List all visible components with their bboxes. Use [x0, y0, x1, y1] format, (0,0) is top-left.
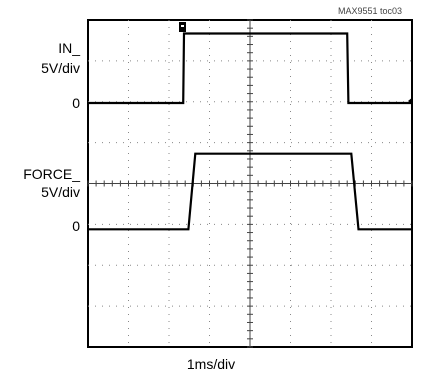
traces: [88, 32, 412, 231]
ch1-zero-label: 0: [72, 95, 80, 111]
ch2-scale: 5V/div: [41, 184, 80, 200]
time-scale-label: 1ms/div: [186, 356, 236, 372]
trigger-marker: [179, 22, 186, 32]
chart-tag: MAX9551 toc03: [338, 6, 403, 16]
trace-in: [88, 32, 412, 105]
ground-marker-icon: [408, 97, 413, 105]
ch2-label: FORCE_: [23, 166, 80, 182]
ch1-label: IN_: [58, 40, 80, 56]
trace-force: [88, 152, 412, 231]
center-axes: [87, 19, 413, 348]
ch2-zero-label: 0: [72, 218, 80, 234]
ch1-scale: 5V/div: [41, 60, 80, 76]
